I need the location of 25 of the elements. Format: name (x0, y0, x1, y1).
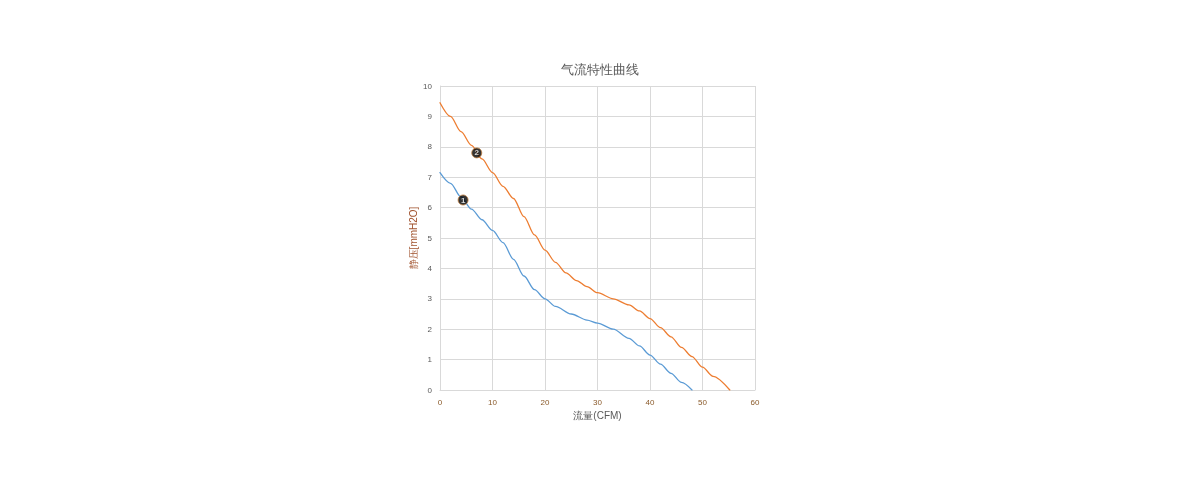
x-tick-label: 50 (698, 397, 708, 407)
y-axis-title: 静压[mmH2O] (407, 206, 419, 270)
x-tick-label: 20 (540, 397, 550, 407)
line-series (439, 102, 731, 391)
y-tick-label: 2 (427, 324, 433, 334)
annotation: 1 (460, 195, 466, 205)
annotation: 2 (474, 148, 480, 158)
y-tick-label: 8 (427, 142, 433, 152)
chart-title: 气流特性曲线 (561, 62, 639, 77)
x-tick-label: 10 (488, 397, 498, 407)
x-tick-label: 40 (645, 397, 655, 407)
y-tick-label: 4 (427, 263, 433, 273)
line-series (439, 171, 693, 391)
y-tick-label: 6 (427, 203, 433, 213)
x-tick-label: 30 (593, 397, 603, 407)
y-tick-label: 3 (427, 294, 433, 304)
y-tick-label: 0 (427, 385, 433, 395)
x-tick-label: 0 (437, 397, 443, 407)
y-tick-label: 7 (427, 172, 433, 182)
y-tick-label: 9 (427, 111, 433, 121)
x-tick-label: 60 (750, 397, 760, 407)
x-axis-title: 流量(CFM) (573, 410, 622, 422)
y-tick-label: 10 (423, 81, 433, 91)
y-tick-label: 5 (427, 233, 433, 243)
y-tick-label: 1 (427, 355, 433, 365)
